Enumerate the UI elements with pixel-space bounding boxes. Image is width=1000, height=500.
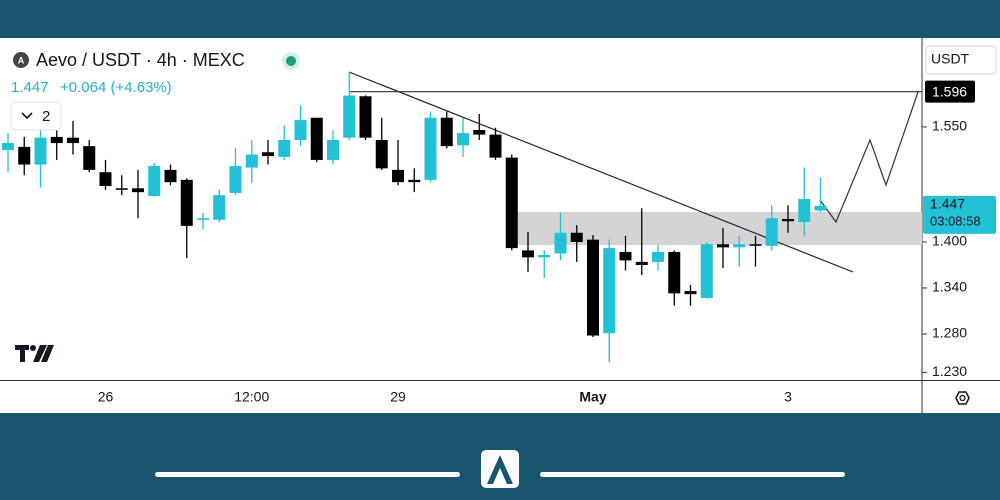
indicator-toggle[interactable] xyxy=(10,101,62,131)
brand-logo-mark xyxy=(487,455,513,484)
candle-body xyxy=(375,139,388,169)
chevron xyxy=(21,112,33,120)
candle-body xyxy=(424,117,437,180)
status-dot xyxy=(286,56,296,66)
y-tick-label: 1.340 xyxy=(932,279,967,295)
candle-body xyxy=(262,152,274,157)
candle-body xyxy=(359,96,372,138)
candle-body xyxy=(684,291,697,295)
x-tick-label: 26 xyxy=(98,389,114,405)
symbol-icon-letter: A xyxy=(18,55,25,65)
indicator-count: 2 xyxy=(42,108,50,125)
candle-body xyxy=(2,143,14,150)
candle-body xyxy=(570,232,583,242)
y-tick-label: 1.280 xyxy=(932,325,967,341)
x-tick-label: 12:00 xyxy=(234,389,269,405)
candle-body xyxy=(245,154,258,168)
y-tick-label: 1.230 xyxy=(932,363,967,379)
price-change: +0.064 (+4.63%) xyxy=(60,79,172,96)
candle-body xyxy=(652,251,664,262)
price-marker xyxy=(923,195,996,234)
y-tick-label: 1.400 xyxy=(932,233,967,249)
candle-body xyxy=(392,169,404,183)
candle-body xyxy=(635,261,648,265)
candle-body xyxy=(327,139,339,160)
countdown: 03:08:58 xyxy=(930,213,981,228)
candle-body xyxy=(457,133,469,146)
candle-body xyxy=(798,199,811,223)
candle-body xyxy=(733,244,746,248)
x-tick-label: May xyxy=(579,389,606,405)
last-price: 1.447 xyxy=(11,79,49,96)
settings-icon-center xyxy=(959,394,966,402)
currency-button[interactable] xyxy=(925,45,997,75)
x-tick-label: 3 xyxy=(784,389,792,405)
candle-body xyxy=(83,146,96,170)
candle-body xyxy=(197,218,209,220)
candle-body xyxy=(408,179,421,183)
candle-body xyxy=(132,188,144,193)
candle-body xyxy=(50,136,63,144)
candle-body xyxy=(310,117,323,160)
candle-body xyxy=(700,244,713,298)
candle-body xyxy=(505,157,518,249)
candle-body xyxy=(148,166,161,196)
candle-body xyxy=(814,205,827,211)
candle-body xyxy=(67,137,79,144)
candle-body xyxy=(473,130,486,135)
candle-body xyxy=(99,172,112,186)
price-marker-label: 1.596 xyxy=(932,83,967,99)
currency-label: USDT xyxy=(931,51,970,67)
candle-body xyxy=(717,244,729,248)
top-band xyxy=(0,0,1000,38)
x-tick-label: 29 xyxy=(390,389,406,405)
candle-body xyxy=(343,95,356,138)
candle-body xyxy=(294,120,307,140)
candle-body xyxy=(668,251,681,294)
candle-body xyxy=(765,218,778,246)
tv-logo xyxy=(15,345,54,362)
candle-body xyxy=(229,166,242,193)
candle-body xyxy=(180,179,193,226)
symbol-icon xyxy=(13,52,29,68)
price-marker xyxy=(925,80,975,103)
candle-body xyxy=(115,188,128,190)
candle-body xyxy=(278,139,291,157)
candle-body xyxy=(538,255,551,258)
settings-icon[interactable] xyxy=(955,391,970,405)
candle-body xyxy=(18,146,31,165)
candle-body xyxy=(164,169,177,183)
candle-body xyxy=(587,239,599,336)
y-tick-label: 1.550 xyxy=(932,118,967,134)
price-marker-label: 1.447 xyxy=(930,196,965,212)
candle-body xyxy=(749,244,762,246)
projection-path xyxy=(819,91,919,224)
candle-body xyxy=(34,137,47,165)
candle-body xyxy=(619,251,632,261)
candle-body xyxy=(782,218,794,222)
candle-body xyxy=(522,250,534,258)
candle-body xyxy=(213,195,226,220)
divider-right xyxy=(540,472,845,477)
candle-body xyxy=(603,248,616,334)
chart-title: Aevo / USDT · 4h · MEXC xyxy=(36,50,245,70)
divider-left xyxy=(155,472,460,477)
candle-body xyxy=(440,117,453,147)
candle-body xyxy=(489,134,502,158)
candle-body xyxy=(554,232,567,254)
